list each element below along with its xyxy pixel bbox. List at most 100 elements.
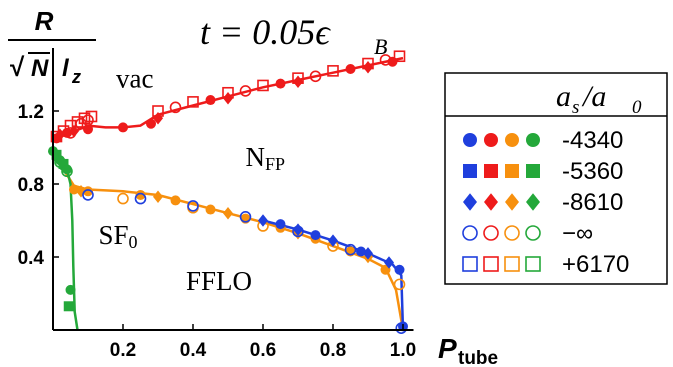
data-point-orange-circle-filled [205,204,216,215]
legend: a s /a 0 -4340 -5360 -8610 −∞ +6170 [444,72,668,285]
data-point-red-square-open [257,79,269,92]
data-point-green-square-filled [58,158,69,169]
region-label: vac [116,63,153,93]
data-point-red-circle-open [75,117,87,130]
data-point-red-diamond-filled [223,91,233,105]
y-label-denominator-n: N [31,55,49,82]
data-point-red-circle-filled [62,127,72,138]
legend-marker [525,256,541,272]
chart-title: t = 0.05ϵ B [200,12,387,59]
legend-marker [525,225,541,241]
legend-entry: +6170 [462,251,629,278]
data-point-blue-diamond-filled [384,256,394,269]
legend-entry: -8610 [463,189,623,216]
legend-header-sub2: 0 [632,97,642,118]
data-point-red-diamond-filled [69,124,79,138]
legend-entry-label: -5360 [562,158,623,185]
legend-marker [483,256,499,272]
data-point-red-square-open [327,65,339,77]
data-point-red-diamond-filled [293,75,303,89]
region-label: NFP [246,142,286,174]
data-markers [48,50,408,334]
data-point-green-circle-filled [65,284,76,295]
data-point-blue-diamond-filled [328,234,338,247]
x-tick-label: 0.2 [110,340,136,361]
legend-entry-label: −∞ [562,220,593,247]
data-point-red-diamond-filled [153,112,163,125]
data-point-red-circle-open [169,101,182,114]
region-label: SF0 [99,220,138,252]
legend-marker [484,133,498,147]
data-point-blue-circle-open [134,192,147,205]
y-label-denominator-l: l [62,55,70,82]
region-label: FFLO [186,266,252,296]
x-ticks: 0.2 0.4 0.6 0.8 1.0 [110,324,416,361]
legend-marker [526,164,540,178]
x-label-main: P [438,333,457,364]
data-point-blue-circle-filled [310,230,321,241]
legend-marker [505,133,519,147]
data-point-blue-circle-filled [275,219,286,230]
data-point-blue-circle-filled [356,246,366,257]
y-label-numerator: R [35,6,54,36]
legend-marker [505,193,519,211]
data-point-orange-circle-filled [170,195,181,206]
legend-marker [462,256,478,272]
legend-marker [463,193,477,211]
legend-marker [505,164,519,178]
data-point-red-square-open [393,50,406,63]
data-point-orange-circle-filled [135,189,146,200]
legend-box [444,72,668,285]
region-labels: vac NFP SF0 FFLO [99,63,286,296]
data-point-blue-circle-filled [394,264,405,275]
data-point-red-diamond-filled [363,60,373,74]
data-point-orange-circle-filled [83,186,93,197]
x-axis-label: P tube [438,333,498,367]
data-point-orange-circle-open [117,192,129,205]
y-tick-label: 1.2 [18,102,44,123]
x-label-sub: tube [458,348,498,367]
legend-entries: -4340 -5360 -8610 −∞ +6170 [462,127,629,278]
data-point-green-square-filled [51,149,62,160]
data-point-orange-circle-open [393,278,406,291]
legend-entry: -4340 [463,127,623,154]
x-tick-label: 1.0 [390,340,416,361]
data-point-blue-circle-open [395,322,408,334]
data-point-orange-diamond-filled [153,190,163,204]
legend-header: a s /a 0 [556,80,642,118]
legend-entry-label: -4340 [562,127,623,154]
data-point-red-circle-filled [275,78,286,89]
data-point-red-circle-filled [83,124,93,135]
legend-marker [504,225,520,241]
data-point-green-square-filled [63,301,74,312]
data-point-blue-diamond-filled [293,223,303,236]
data-point-red-circle-open [239,85,252,97]
data-point-blue-circle-open [82,189,94,201]
legend-entry: -5360 [463,158,623,185]
y-tick-label: 0.4 [18,248,45,269]
data-point-red-circle-filled [345,64,356,75]
data-point-orange-circle-filled [69,184,79,195]
data-point-blue-circle-open [187,200,199,212]
data-point-green-circle-open [54,156,66,168]
y-ticks: 0.4 0.8 1.2 [18,102,59,269]
data-point-red-square-open [85,110,98,123]
legend-marker [463,164,477,178]
data-point-green-circle-open [61,165,73,178]
data-point-blue-diamond-filled [258,214,268,227]
data-point-red-circle-filled [205,95,216,106]
data-point-red-circle-filled [118,122,128,133]
data-point-red-circle-filled [146,118,156,129]
legend-marker [526,193,540,211]
data-point-red-circle-open [309,70,322,83]
legend-entry: −∞ [462,220,593,247]
legend-marker [504,256,520,272]
y-axis-label: R √ N l z [8,6,96,87]
legend-marker [483,225,499,241]
legend-marker [462,225,478,241]
legend-entry-label: -8610 [562,189,623,216]
legend-header-sub1: s [572,97,579,118]
y-label-denominator-sub: z [71,67,81,87]
chart-title-main: t = 0.05ϵ [200,12,331,52]
